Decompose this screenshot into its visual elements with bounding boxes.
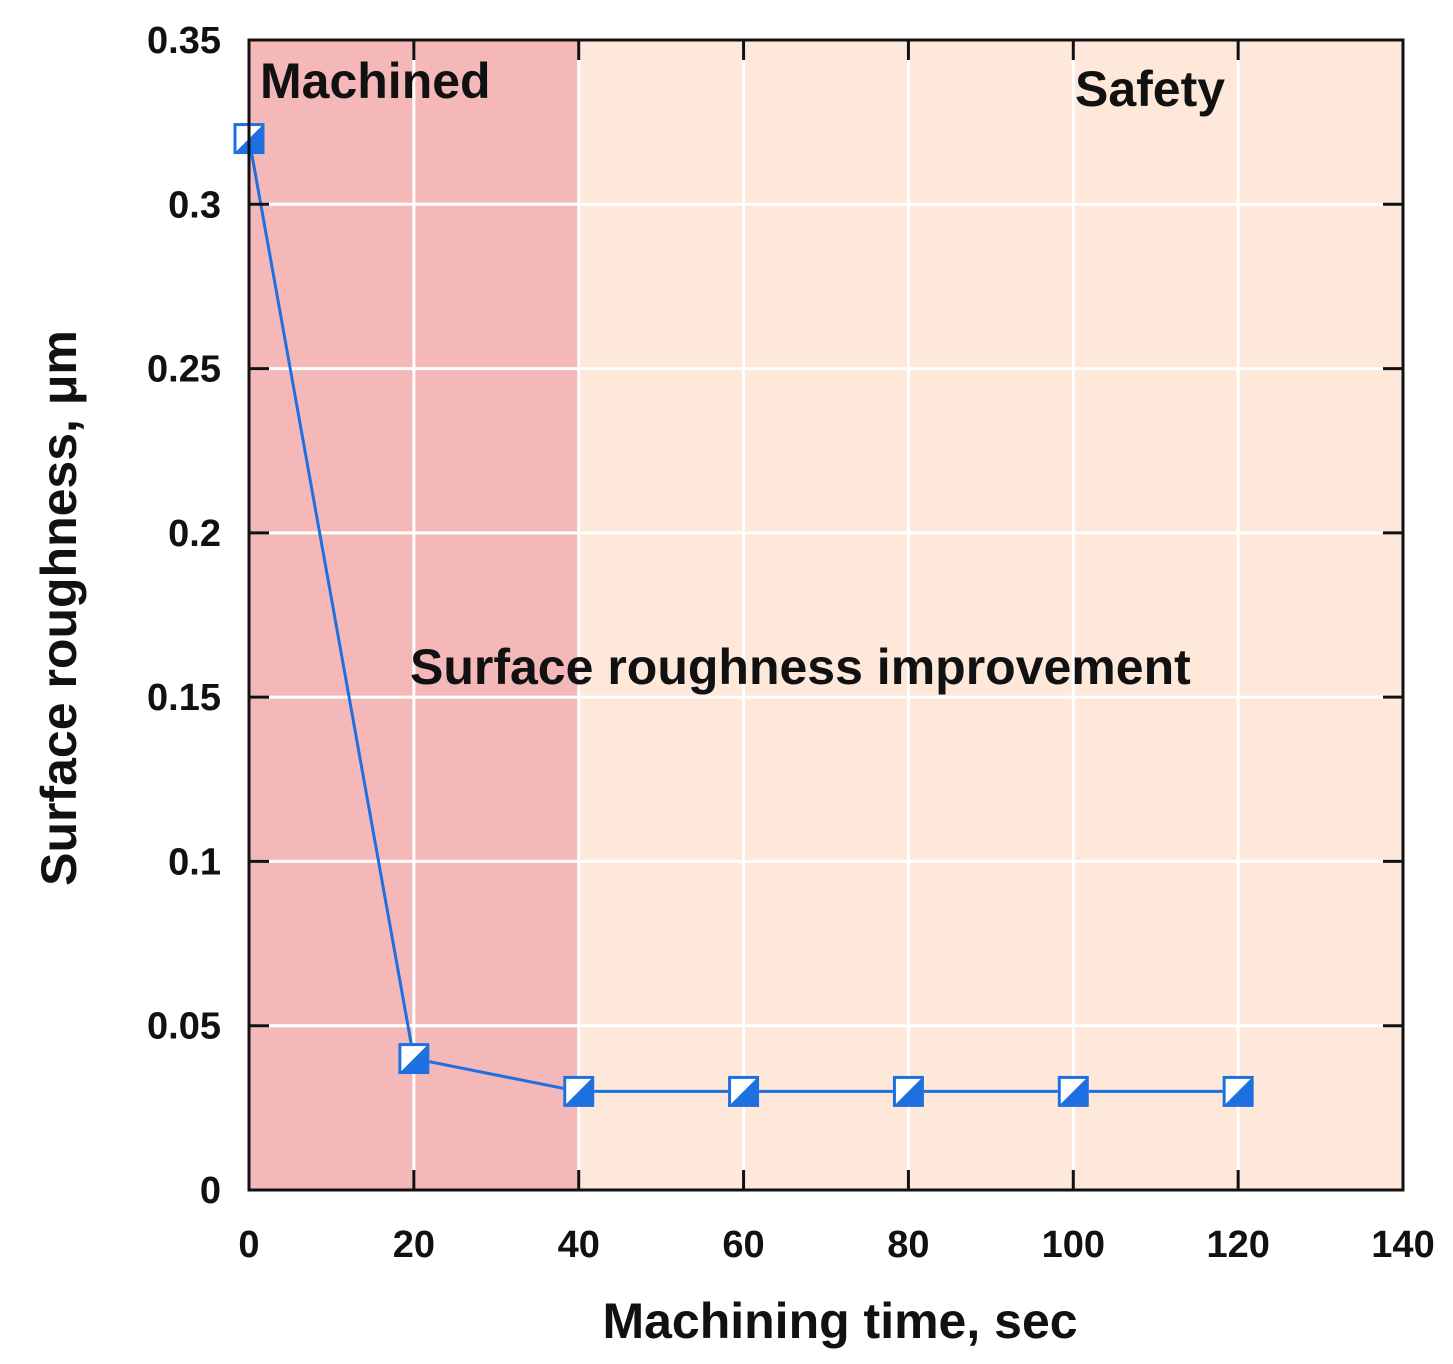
y-tick-label: 0 — [200, 1170, 221, 1212]
x-tick-label: 20 — [393, 1224, 435, 1266]
data-point-marker — [1057, 1075, 1089, 1107]
y-tick-label: 0.15 — [147, 677, 221, 719]
shaded-regions — [249, 40, 1403, 1190]
x-tick-label: 60 — [722, 1224, 764, 1266]
y-tick-label: 0.3 — [168, 184, 221, 226]
x-axis-title: Machining time, sec — [602, 1293, 1077, 1349]
x-tick-label: 80 — [887, 1224, 929, 1266]
data-point-marker — [563, 1075, 595, 1107]
x-tick-label: 100 — [1042, 1224, 1105, 1266]
y-tick-label: 0.25 — [147, 349, 221, 391]
y-tick-label: 0.05 — [147, 1006, 221, 1048]
annotation-safety: Safety — [1075, 61, 1225, 117]
axis-ticks — [247, 38, 1405, 1192]
x-tick-label: 40 — [558, 1224, 600, 1266]
plot-frame — [247, 38, 1405, 1192]
y-tick-label: 0.1 — [168, 841, 221, 883]
tick-labels: 0 20 40 60 80 100 120 140 0 0.05 0.1 0.15 0.2 0.25 0.3… — [147, 20, 1435, 1266]
data-point-marker — [728, 1075, 760, 1107]
x-tick-label: 120 — [1206, 1224, 1269, 1266]
region-safety — [578, 40, 1403, 1190]
x-tick-label: 140 — [1371, 1224, 1434, 1266]
y-tick-label: 0.2 — [168, 513, 221, 555]
annotation-improvement: Surface roughness improvement — [410, 639, 1191, 695]
y-tick-label: 0.35 — [147, 20, 221, 62]
grid-lines — [249, 40, 1403, 1190]
data-point-marker — [398, 1043, 430, 1075]
y-axis-title: Surface roughness, μm — [31, 330, 87, 886]
x-tick-label: 0 — [238, 1224, 259, 1266]
data-point-marker — [892, 1075, 924, 1107]
data-point-marker — [1222, 1075, 1254, 1107]
annotation-machined: Machined — [260, 53, 491, 109]
